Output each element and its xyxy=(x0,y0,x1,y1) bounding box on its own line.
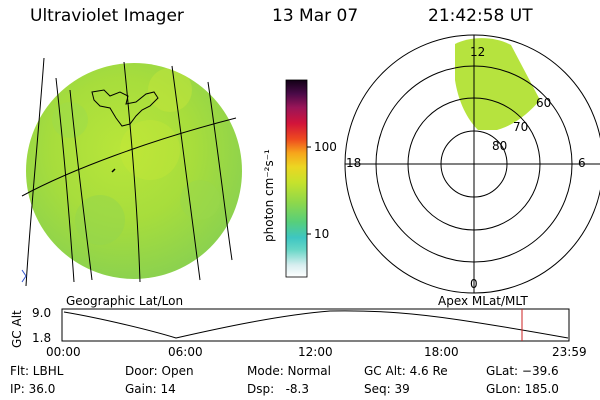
disk-texture xyxy=(52,68,220,245)
mlat-label-70: 70 xyxy=(513,120,529,134)
mlat-label-60: 60 xyxy=(536,96,552,110)
colorbar-label-100: 100 xyxy=(314,140,337,154)
date-label: 13 Mar 07 xyxy=(272,6,359,26)
meridian-lines xyxy=(25,57,233,287)
mlt-label-6: 6 xyxy=(578,156,586,170)
seq-info: Seq: 39 xyxy=(364,382,410,396)
latitude-line xyxy=(21,117,237,197)
mlat-label-80: 80 xyxy=(492,139,508,153)
altitude-xtick-0600: 06:00 xyxy=(168,345,203,359)
altitude-xtick-1800: 18:00 xyxy=(424,345,459,359)
altitude-ytick-1-8: 1.8 xyxy=(32,331,52,345)
auroral-oval xyxy=(455,38,540,130)
colorbar-gradient xyxy=(285,79,308,278)
uv-image-panel xyxy=(21,57,242,287)
instrument-title: Ultraviolet Imager xyxy=(30,6,184,26)
altitude-ylabel: GC Alt xyxy=(10,310,24,348)
colorbar-unit-label: photon cm⁻²s⁻¹ xyxy=(262,149,276,242)
altitude-xtick-1200: 12:00 xyxy=(298,345,333,359)
edge-mark xyxy=(21,269,27,283)
altitude-curve xyxy=(63,310,569,339)
altitude-ytick-9: 9.0 xyxy=(32,306,52,320)
glon-info: GLon: 185.0 xyxy=(486,382,559,396)
gain-info: Gain: 14 xyxy=(125,382,176,396)
altitude-xtick-0000: 00:00 xyxy=(46,345,81,359)
station-marker xyxy=(111,168,116,173)
polar-plot xyxy=(344,34,600,294)
mlt-label-12: 12 xyxy=(470,45,486,59)
continent-outline xyxy=(91,89,159,127)
altitude-plot xyxy=(61,308,570,342)
gc-alt-info: GC Alt: 4.6 Re xyxy=(364,364,448,378)
dsp-info: Dsp: -8.3 xyxy=(247,382,310,396)
mode-info: Mode: Normal xyxy=(247,364,331,378)
filter-info: Flt: LBHL xyxy=(10,364,64,378)
polar-plot-caption: Apex MLat/MLT xyxy=(438,294,528,308)
colorbar xyxy=(285,79,311,278)
altitude-xtick-2359: 23:59 xyxy=(552,345,587,359)
mlt-label-0: 0 xyxy=(470,277,478,291)
glat-info: GLat: −39.6 xyxy=(486,364,559,378)
time-label: 21:42:58 UT xyxy=(428,6,533,26)
left-panel-caption: Geographic Lat/Lon xyxy=(66,294,184,308)
ip-info: IP: 36.0 xyxy=(10,382,56,396)
door-info: Door: Open xyxy=(125,364,194,378)
altitude-frame xyxy=(61,308,570,342)
mlt-label-18: 18 xyxy=(346,156,362,170)
colorbar-label-10: 10 xyxy=(314,227,330,241)
